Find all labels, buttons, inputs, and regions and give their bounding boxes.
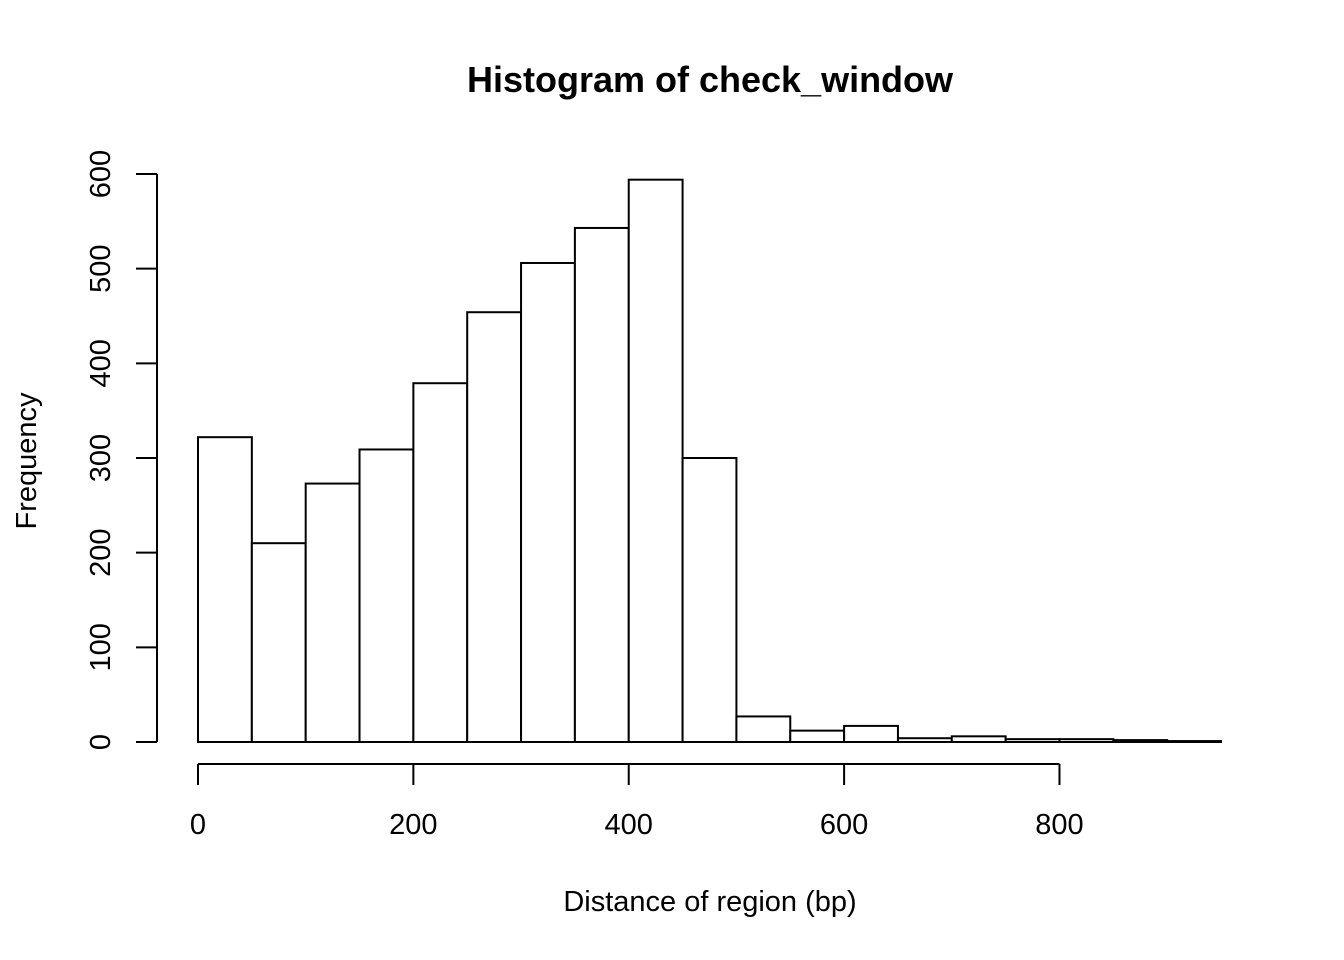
histogram-bar <box>1166 740 1222 744</box>
histogram-bar <box>197 436 253 743</box>
y-tick-label: 600 <box>85 150 117 198</box>
histogram-bar <box>1004 738 1061 743</box>
histogram-bar <box>950 735 1007 744</box>
y-axis-label: Frequency <box>11 392 43 530</box>
histogram-bar <box>304 482 361 743</box>
y-tick-label: 100 <box>85 623 117 671</box>
histogram-bar <box>466 311 523 743</box>
histogram-bar <box>843 724 899 744</box>
x-tick-label: 400 <box>605 809 653 841</box>
y-tick-label: 300 <box>85 434 117 482</box>
x-axis-label: Distance of region (bp) <box>563 886 856 918</box>
y-tick-label: 200 <box>85 528 117 576</box>
histogram-bar <box>358 448 415 743</box>
x-axis: 0 200 400 600 800 <box>190 763 1084 841</box>
chart-title: Histogram of check_window <box>467 59 954 100</box>
histogram-bar <box>573 226 630 743</box>
y-tick-label: 400 <box>85 339 117 387</box>
histogram-bar <box>627 178 684 743</box>
histogram-bar <box>789 729 846 744</box>
histogram-bar <box>681 457 738 743</box>
y-axis: 0 100 200 300 400 500 600 <box>85 150 158 750</box>
histogram-bar <box>896 737 953 743</box>
histogram-bar <box>1112 739 1169 744</box>
bars-group <box>197 178 1222 744</box>
x-tick-label: 800 <box>1035 809 1083 841</box>
histogram-bar <box>735 715 792 744</box>
histogram-bar <box>412 382 469 743</box>
histogram-bar <box>1058 738 1115 743</box>
x-tick-label: 200 <box>389 809 437 841</box>
y-tick-label: 500 <box>85 244 117 292</box>
histogram-bar <box>520 261 576 743</box>
histogram-bar <box>250 542 307 744</box>
x-tick-label: 600 <box>820 809 868 841</box>
y-tick-label: 0 <box>85 734 117 750</box>
x-tick-label: 0 <box>190 809 206 841</box>
